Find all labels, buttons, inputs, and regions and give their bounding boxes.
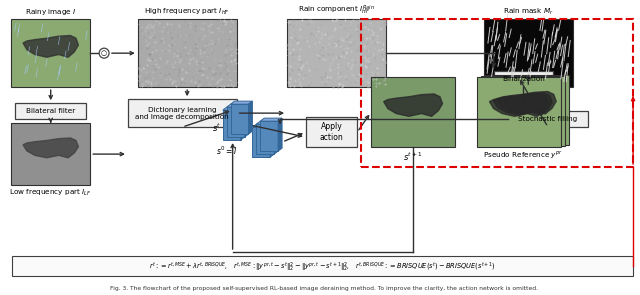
Polygon shape xyxy=(241,107,244,140)
Bar xyxy=(484,19,573,87)
Bar xyxy=(306,117,357,147)
Circle shape xyxy=(99,48,109,58)
Text: $s^0 = I$: $s^0 = I$ xyxy=(216,144,237,157)
Text: $s^{t+1}$: $s^{t+1}$ xyxy=(403,150,423,163)
Text: Rain component $I_{HF}^{Rain}$: Rain component $I_{HF}^{Rain}$ xyxy=(298,4,375,17)
Text: Dictionary learning
and Image decomposition: Dictionary learning and Image decomposit… xyxy=(136,106,229,120)
Text: Rainy image $I$: Rainy image $I$ xyxy=(25,7,76,17)
Bar xyxy=(361,19,633,167)
Polygon shape xyxy=(493,93,552,115)
Polygon shape xyxy=(248,101,252,134)
Polygon shape xyxy=(490,94,548,116)
Polygon shape xyxy=(383,94,442,116)
Polygon shape xyxy=(244,104,248,137)
Text: Pseudo Reference $y^{pr}$: Pseudo Reference $y^{pr}$ xyxy=(483,150,563,161)
Bar xyxy=(260,121,278,151)
Polygon shape xyxy=(227,104,248,107)
Polygon shape xyxy=(223,107,244,110)
Bar xyxy=(481,76,565,146)
Bar xyxy=(484,75,569,145)
Polygon shape xyxy=(257,121,278,124)
Polygon shape xyxy=(270,124,274,157)
Bar xyxy=(15,103,86,119)
Bar xyxy=(227,107,244,137)
Bar xyxy=(252,127,270,157)
Bar xyxy=(11,123,90,185)
Bar xyxy=(223,110,241,140)
Polygon shape xyxy=(230,101,252,104)
Bar xyxy=(12,256,633,276)
Text: Bilateral filter: Bilateral filter xyxy=(26,108,76,114)
Bar xyxy=(371,77,455,147)
Bar xyxy=(128,99,237,127)
Text: $s^t$: $s^t$ xyxy=(211,122,221,134)
Polygon shape xyxy=(260,118,282,121)
Bar xyxy=(11,19,90,87)
Bar xyxy=(287,19,386,87)
Polygon shape xyxy=(23,138,78,158)
Polygon shape xyxy=(252,124,274,127)
Polygon shape xyxy=(23,35,78,57)
Text: High frequency part $I_{HF}$: High frequency part $I_{HF}$ xyxy=(144,7,230,17)
Text: $r^t := r^{t,MSE} + \lambda r^{t,BRISQUE}$,   $r^{t,MSE} : \|y^{pr,t} - s^t\|_2^: $r^t := r^{t,MSE} + \lambda r^{t,BRISQUE… xyxy=(149,260,496,273)
Polygon shape xyxy=(497,91,556,114)
Text: Rain mask $M_r$: Rain mask $M_r$ xyxy=(503,7,554,17)
Bar xyxy=(509,111,588,127)
Text: Binarization: Binarization xyxy=(502,76,545,82)
Text: Stochastic filling: Stochastic filling xyxy=(518,116,578,122)
Text: Fig. 3. The flowchart of the proposed self-supervised RL-based image deraining m: Fig. 3. The flowchart of the proposed se… xyxy=(109,286,538,291)
Text: Apply
action: Apply action xyxy=(319,122,344,142)
Polygon shape xyxy=(274,121,278,154)
Bar xyxy=(257,124,274,154)
Bar xyxy=(477,77,561,147)
Polygon shape xyxy=(278,118,282,151)
Bar xyxy=(138,19,237,87)
Bar xyxy=(493,71,553,87)
Text: Low frequency part $I_{LF}$: Low frequency part $I_{LF}$ xyxy=(10,188,92,198)
Bar xyxy=(230,104,248,134)
Text: ○: ○ xyxy=(101,50,107,56)
